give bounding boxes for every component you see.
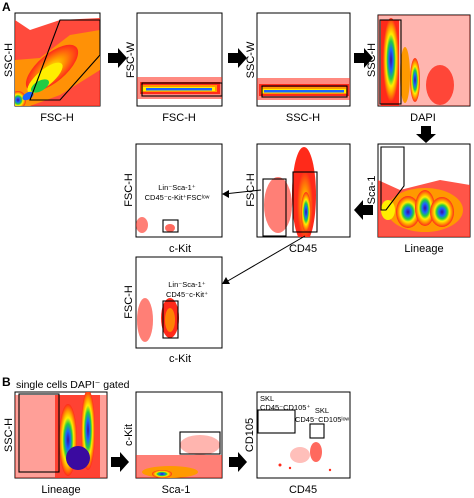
plot-b2-x-label: Sca-1	[162, 484, 191, 496]
plot-a4-y-label: SSC-H	[366, 43, 378, 77]
plot-b1: single cells DAPI⁻ gated Lineage SSC-H	[3, 379, 130, 496]
plot-b2: Sca-1 c-Kit	[123, 391, 223, 496]
plot-a6-y-label: FSC-H	[245, 173, 257, 207]
plot-a2-x-label: FSC-H	[162, 112, 196, 124]
arrow-a5-to-a6	[354, 200, 373, 220]
plot-b1-gate	[18, 393, 60, 473]
plot-a3-gate	[261, 85, 348, 98]
plot-b3-gate1-label-line2: CD45⁻CD105⁺	[260, 403, 310, 412]
plot-a8-y-label: FSC-H	[123, 285, 135, 319]
plot-a6: CD45 FSC-H	[245, 143, 351, 255]
plot-b3-y-label: CD105	[244, 418, 256, 452]
panel-label-a: A	[2, 0, 11, 14]
plot-a1-y-label: SSC-H	[3, 43, 15, 77]
plot-a5-density	[378, 180, 470, 237]
plot-a5: Lineage Sca-1	[366, 143, 471, 255]
panel-label-b: B	[2, 375, 11, 389]
plot-a4-density	[378, 15, 470, 106]
plot-a7-annotation-line1: Lin⁻Sca-1⁺	[158, 183, 196, 192]
plot-a8-gate	[162, 300, 179, 339]
plot-a1-gate	[29, 19, 101, 101]
arrow-a1-to-a2	[108, 48, 127, 68]
plot-a6-x-label: CD45	[289, 243, 317, 255]
arrow-b2-to-b3	[229, 452, 247, 472]
arrow-b1-to-b2	[111, 452, 129, 472]
plot-b3-frame	[256, 391, 351, 479]
plot-a7-gate	[162, 219, 179, 233]
plot-a7-x-label: c-Kit	[169, 243, 191, 255]
plot-a7: Lin⁻Sca-1⁺ CD45⁻c-Kit⁺FSCˡᵒʷ c-Kit FSC-H	[123, 143, 223, 255]
plot-b1-density	[15, 392, 107, 478]
arrow-a6-to-a8	[222, 235, 306, 284]
plot-a8-annotation-line2: CD45⁻c-Kit⁺	[166, 290, 208, 299]
plot-a2-y-label: FSC-W	[125, 41, 137, 78]
plot-b3-x-label: CD45	[289, 484, 317, 496]
panel-b-note: single cells DAPI⁻ gated	[16, 379, 130, 391]
plot-a3-density	[257, 78, 350, 100]
plot-a1-x-label: FSC-H	[40, 112, 74, 124]
plot-b1-x-label: Lineage	[41, 484, 80, 496]
plot-a1: FSC-H SSC-H	[3, 12, 101, 124]
plot-b3-gate-2	[309, 423, 325, 439]
plot-b3-density	[278, 442, 332, 472]
plot-a3-x-label: SSC-H	[286, 112, 320, 124]
plot-a8-density	[137, 298, 179, 342]
plot-a1-density	[15, 18, 100, 106]
plot-b2-density	[136, 435, 222, 478]
plot-a3: SSC-H SSC-W	[245, 12, 351, 124]
plot-a8: Lin⁻Sca-1⁺ CD45⁻c-Kit⁺ c-Kit FSC-H	[123, 256, 223, 365]
plot-a7-frame	[135, 143, 223, 238]
plot-a8-annotation-line1: Lin⁻Sca-1⁺	[168, 280, 206, 289]
plot-b2-gate	[179, 431, 221, 455]
plot-b3-gate-1	[257, 409, 296, 434]
plot-a6-gate-1	[262, 178, 287, 237]
plot-b3-gate2-label-line2: CD45⁻CD105ˡᵒʷ	[295, 415, 349, 424]
plot-a7-annotation-line2: CD45⁻c-Kit⁺FSCˡᵒʷ	[145, 193, 210, 202]
plot-b1-y-label: SSC-H	[3, 418, 15, 452]
plot-a5-y-label: Sca-1	[366, 176, 378, 205]
arrow-a4-to-a5	[416, 126, 436, 143]
plot-a4-x-label: DAPI	[410, 112, 436, 124]
plot-a6-gate-2	[292, 171, 318, 233]
plot-a8-x-label: c-Kit	[169, 353, 191, 365]
plot-a7-density	[136, 217, 175, 233]
plot-b3: SKL CD45⁻CD105⁺ SKL CD45⁻CD105ˡᵒʷ CD45 C…	[244, 391, 351, 496]
plot-a4-gate	[379, 19, 402, 105]
plot-a2: FSC-H FSC-W	[125, 12, 223, 124]
plot-a4: DAPI SSC-H	[366, 14, 471, 124]
arrow-a3-to-a4	[354, 48, 373, 68]
plot-b3-gate2-label-line1: SKL	[315, 406, 329, 415]
plot-b3-gate1-label-line1: SKL	[260, 394, 274, 403]
plot-a7-y-label: FSC-H	[123, 173, 135, 207]
plot-a5-x-label: Lineage	[404, 243, 443, 255]
plot-a3-y-label: SSC-W	[245, 41, 257, 78]
plot-a2-gate	[141, 82, 223, 97]
plot-b2-y-label: c-Kit	[123, 424, 135, 446]
plot-a5-gate	[380, 146, 405, 211]
plot-a6-density	[264, 147, 316, 237]
arrow-a2-to-a3	[228, 48, 247, 68]
arrow-a6-to-a7	[222, 189, 262, 198]
